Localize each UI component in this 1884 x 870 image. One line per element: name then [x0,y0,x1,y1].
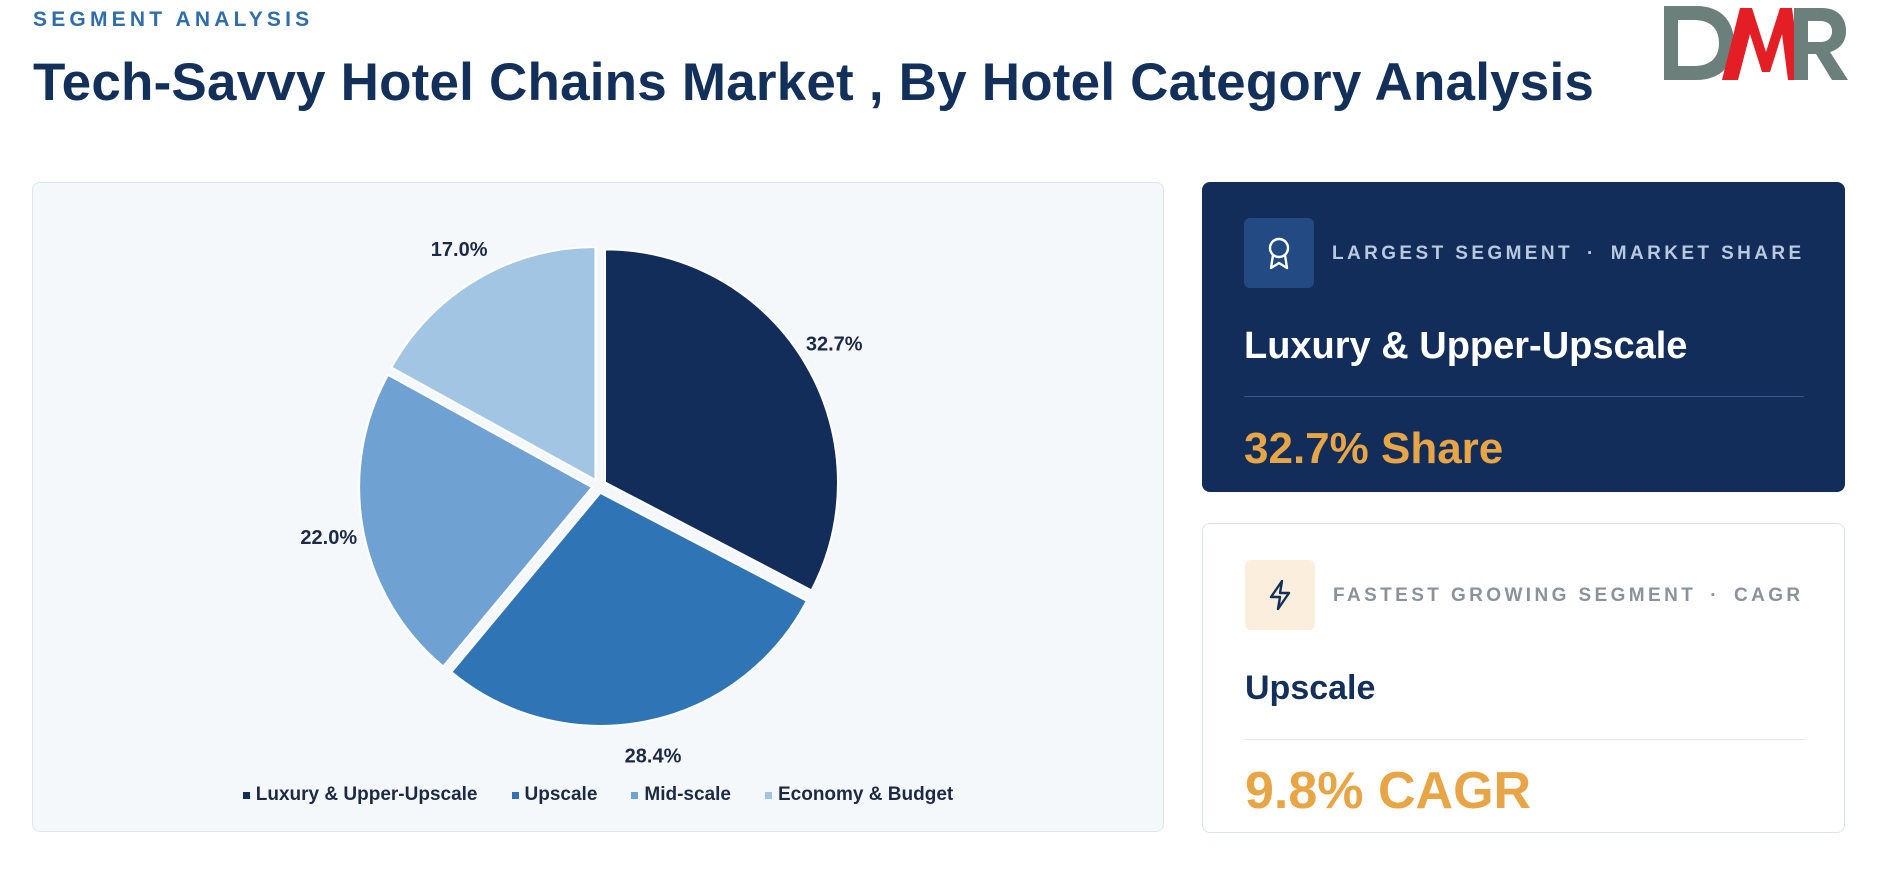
legend-item-luxury: Luxury & Upper-Upscale [242,784,478,806]
pie-slice-label: 22.0% [300,527,357,549]
legend-swatch-upscale [511,791,519,799]
kpi-segment-name: Luxury & Upper-Upscale [1244,325,1688,367]
logo-letter-m [1722,8,1802,80]
legend-swatch-economy [764,791,772,799]
kpi-heading-right: MARKET SHARE [1610,243,1805,264]
legend-swatch-luxury [242,791,250,799]
fastest-growing-card: FASTEST GROWING SEGMENT · CAGR Upscale 9.8… [1202,523,1845,833]
pie-slice-label: 32.7% [806,334,863,356]
legend-label: Upscale [524,784,598,805]
lightning-icon [1269,579,1291,611]
kpi-value: 32.7% Share [1244,424,1504,473]
award-icon [1268,237,1290,270]
kpi-heading-separator: · [1710,585,1720,606]
kpi-divider [1244,396,1804,397]
pie-slice-economy [390,245,597,482]
largest-segment-card: LARGEST SEGMENT · MARKET SHARE Luxury & Up… [1202,182,1845,492]
pie-slice-label: 28.4% [625,746,682,768]
pie-slice-upscale [450,491,809,727]
kpi-divider [1245,739,1805,740]
legend-swatch-midscale [631,791,639,799]
page-title: Tech-Savvy Hotel Chains Market , By Hote… [33,53,1595,112]
pie-slice-luxury [603,248,839,592]
kpi-heading-left: LARGEST SEGMENT [1332,243,1574,264]
pie-slice-label: 17.0% [431,239,488,261]
legend-label: Economy & Budget [777,784,954,805]
logo-letter-r [1794,8,1848,80]
lightning-icon-box [1245,560,1315,630]
legend-label: Mid-scale [644,784,731,805]
chart-legend: Luxury & Upper-Upscale Upscale Mid-scale… [33,784,1163,806]
legend-item-upscale: Upscale [511,784,598,806]
kpi-value: 9.8% CAGR [1245,762,1532,820]
kpi-segment-name: Upscale [1245,669,1376,707]
dmr-logo [1664,6,1848,80]
kpi-heading: FASTEST GROWING SEGMENT · CAGR [1333,585,1804,607]
kpi-heading-left: FASTEST GROWING SEGMENT [1333,585,1697,606]
legend-item-economy: Economy & Budget [764,784,954,806]
pie-chart: 32.7% 28.4% 22.0% 17.0% [300,239,863,768]
legend-label: Luxury & Upper-Upscale [255,784,478,805]
award-icon-box [1244,218,1314,288]
pie-slice-midscale [358,373,594,668]
kpi-heading: LARGEST SEGMENT · MARKET SHARE [1332,243,1805,265]
logo-letter-d [1664,6,1734,80]
kpi-heading-separator: · [1587,243,1597,264]
legend-item-midscale: Mid-scale [631,784,731,806]
section-eyebrow: SEGMENT ANALYSIS [33,8,314,31]
pie-chart-card: 32.7% 28.4% 22.0% 17.0% Luxury & Upper-Upsc… [32,182,1164,832]
kpi-heading-right: CAGR [1733,585,1804,606]
